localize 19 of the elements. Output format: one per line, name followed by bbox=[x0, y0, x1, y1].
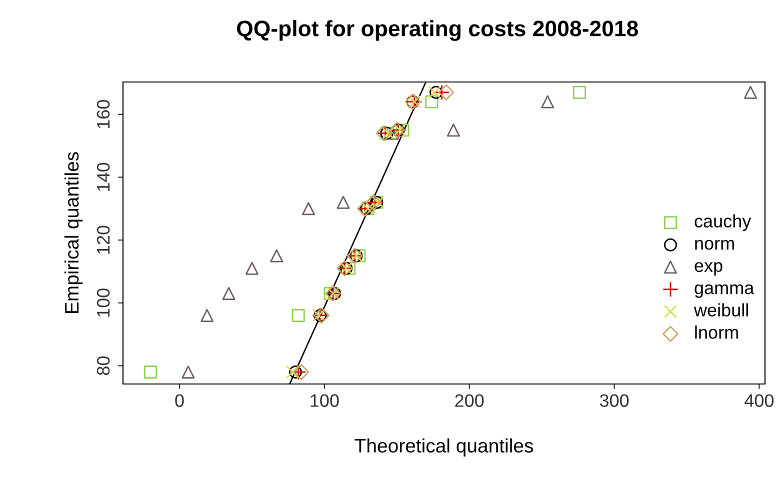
x-tick-label: 300 bbox=[600, 394, 629, 407]
legend-label: gamma bbox=[694, 284, 754, 298]
legend-label: exp bbox=[694, 262, 722, 276]
y-tick-label: 160 bbox=[96, 100, 110, 128]
x-tick-label: 0 bbox=[175, 394, 184, 407]
x-tick-label: 200 bbox=[455, 394, 484, 407]
x-tick-label: 100 bbox=[310, 394, 339, 407]
chart-title: QQ-plot for operating costs 2008-2018 bbox=[237, 20, 638, 41]
legend-label: weibull bbox=[694, 303, 748, 317]
y-tick-label: 100 bbox=[96, 288, 110, 317]
y-tick-label: 140 bbox=[96, 162, 110, 191]
x-tick-label: 400 bbox=[744, 394, 774, 407]
legend-label: cauchy bbox=[694, 214, 752, 232]
legend-label: lnorm bbox=[695, 326, 738, 339]
y-axis-title: Empirical quantiles bbox=[64, 152, 83, 313]
x-axis-title: Theoretical quantiles bbox=[354, 438, 534, 456]
legend-label: norm bbox=[695, 240, 734, 250]
y-tick-label: 80 bbox=[96, 356, 110, 376]
y-tick-label: 120 bbox=[96, 226, 110, 254]
